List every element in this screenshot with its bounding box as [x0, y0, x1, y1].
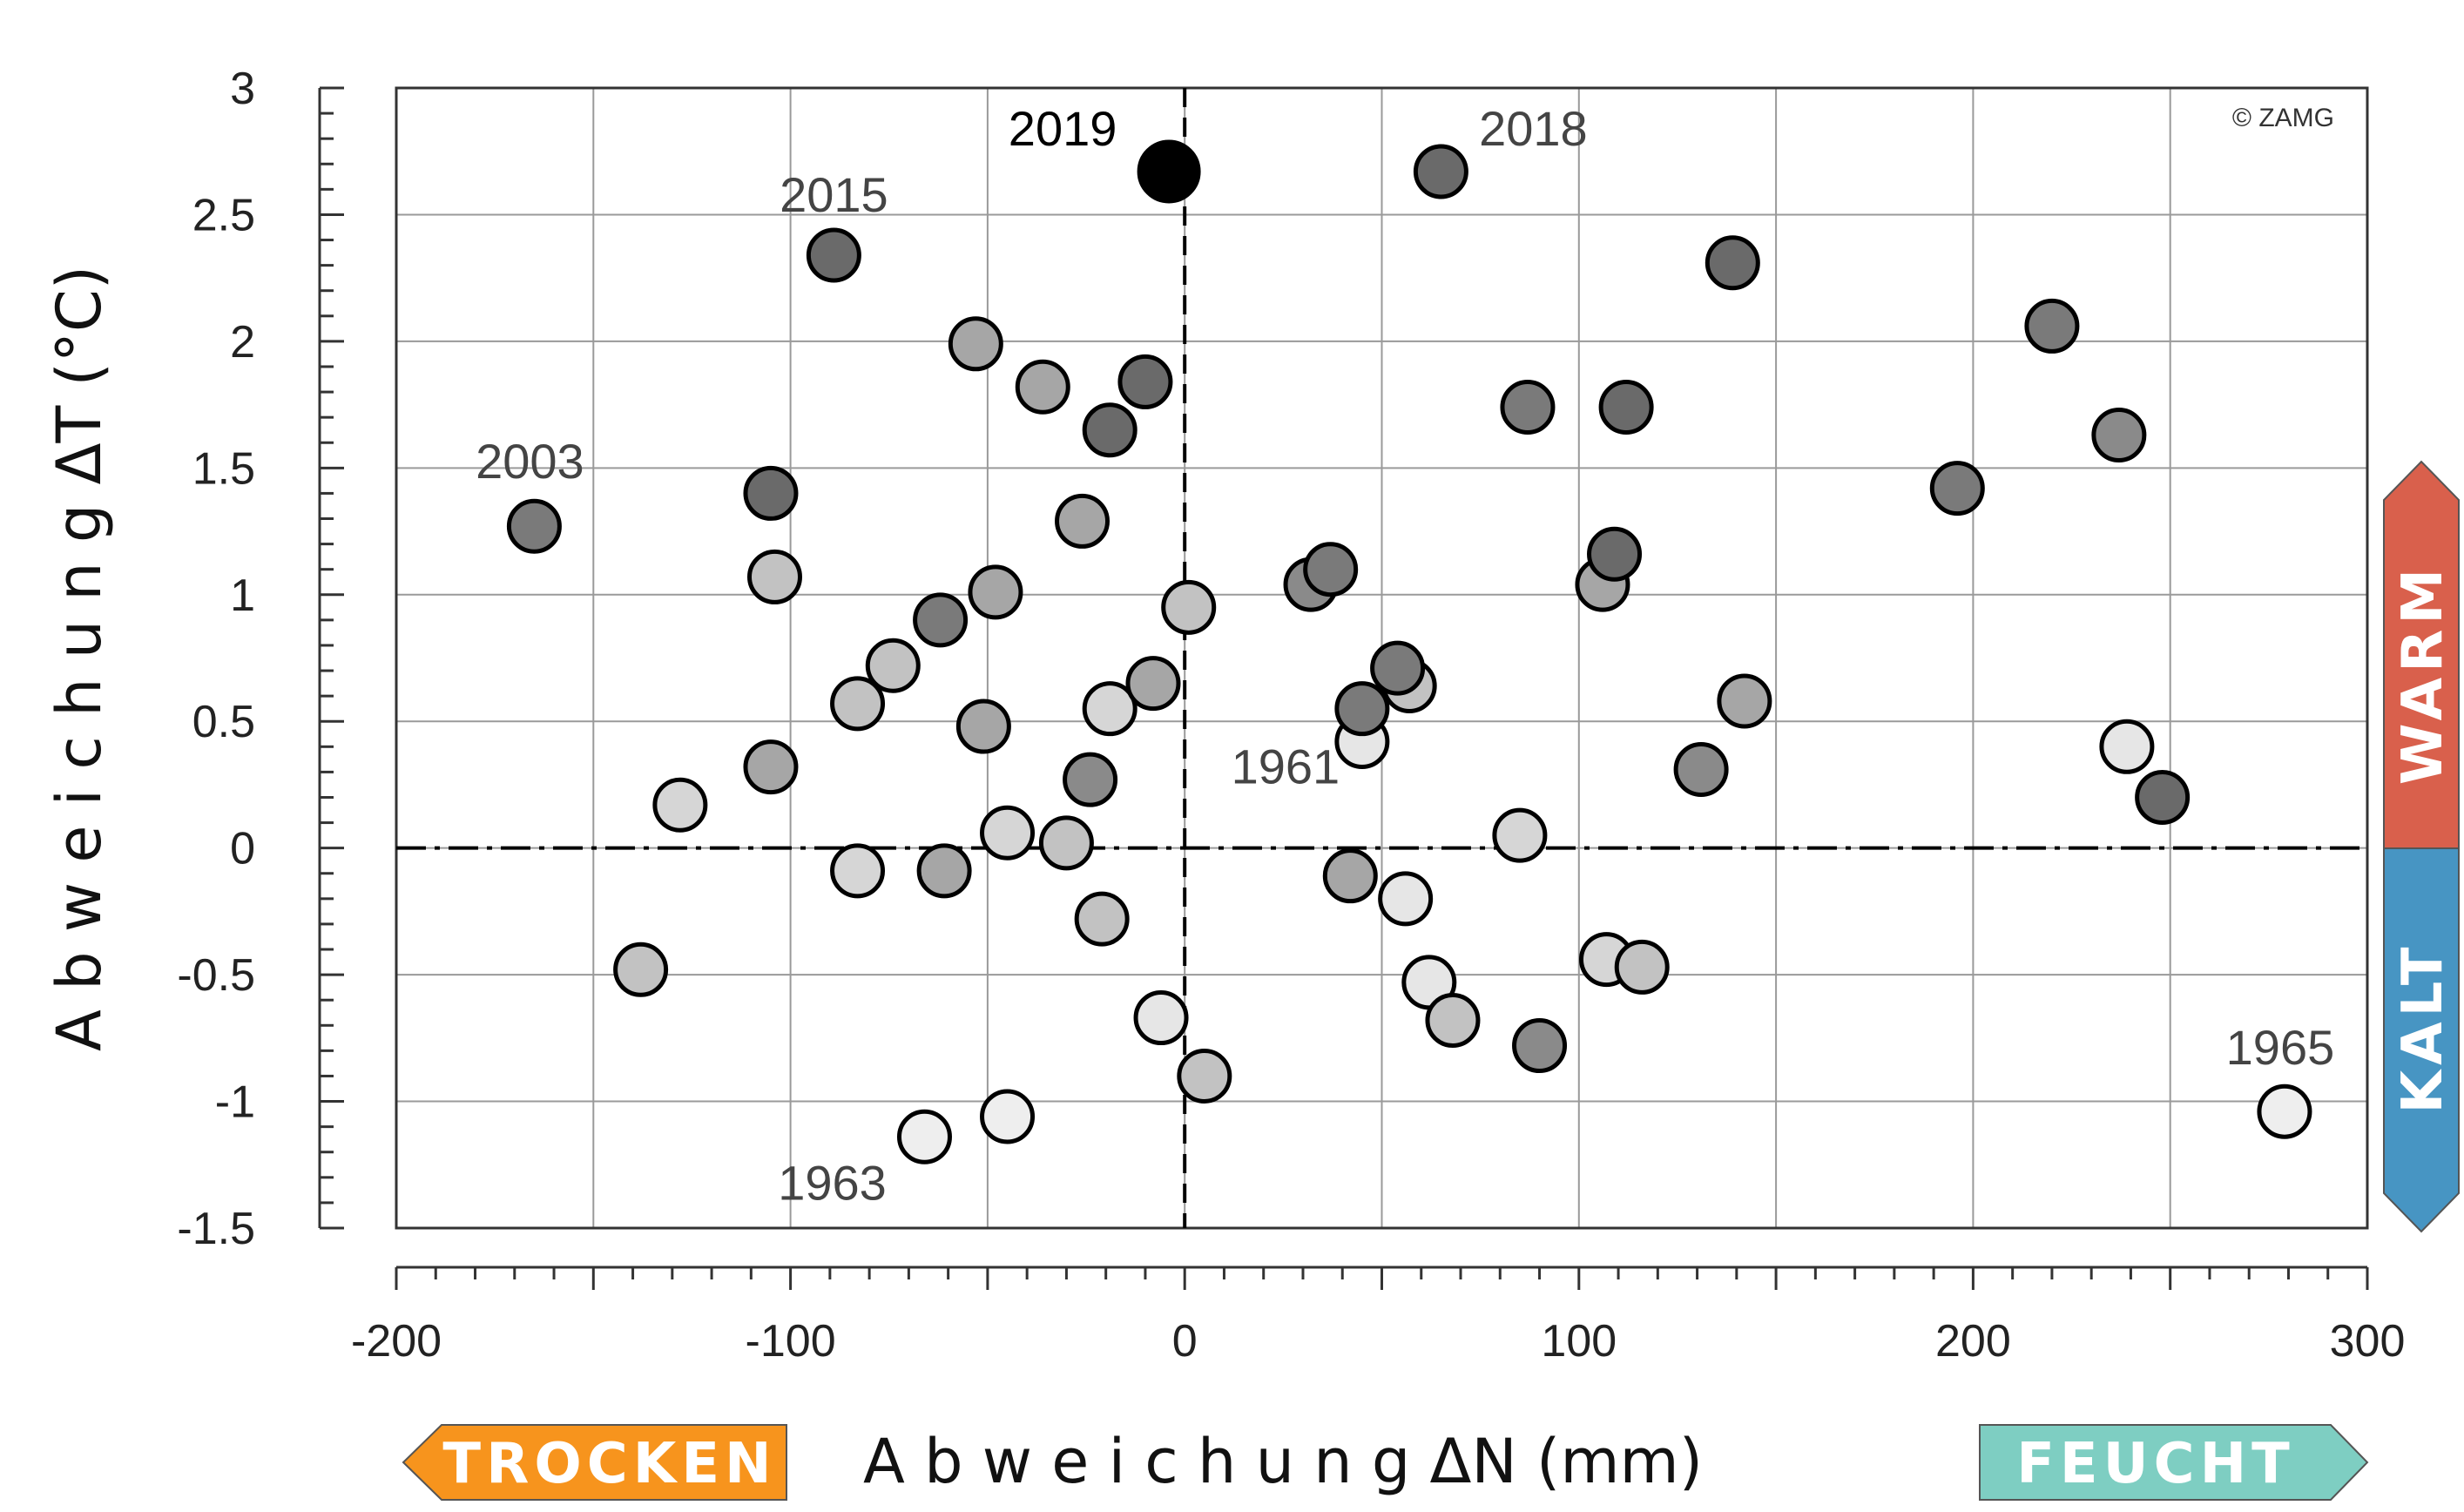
data-point [806, 227, 861, 283]
wet-indicator: FEUCHT [1979, 1424, 2369, 1501]
y-tick-label: -0.5 [177, 950, 255, 1001]
data-point [1378, 871, 1434, 927]
data-point [743, 739, 799, 795]
year-annotation: 2015 [780, 167, 888, 222]
data-point [2091, 408, 2147, 463]
year-annotation: 1961 [1232, 739, 1340, 793]
y-tick-label: 2.5 [192, 190, 255, 240]
data-point [1512, 1018, 1568, 1074]
data-point [1055, 493, 1110, 549]
x-tick-label: 100 [1541, 1316, 1617, 1367]
data-point [1177, 1048, 1232, 1104]
y-axis-label: A b w e i c h u n g ΔT (°C) [44, 266, 115, 1051]
dry-indicator: TROCKEN [402, 1424, 787, 1501]
data-point [2135, 769, 2191, 825]
year-annotation: 2003 [476, 434, 584, 489]
dry-label: TROCKEN [442, 1432, 776, 1496]
data-point [506, 498, 562, 554]
data-point [1063, 752, 1118, 807]
data-point [1929, 461, 1985, 516]
data-point [913, 592, 969, 648]
y-tick-label: 0 [230, 824, 255, 874]
x-tick-label: -200 [351, 1316, 442, 1367]
data-point-highlight [1137, 139, 1201, 204]
data-point [896, 1109, 952, 1164]
cold-label: KALT [2391, 942, 2455, 1114]
data-point [980, 805, 1036, 861]
data-point [968, 564, 1023, 620]
data-point [2257, 1083, 2312, 1139]
data-point [1303, 542, 1359, 597]
data-points [506, 139, 2312, 1164]
x-tick-label: 300 [2330, 1316, 2406, 1367]
data-point [2024, 298, 2080, 354]
data-point [613, 942, 669, 997]
y-tick-label: -1 [215, 1077, 255, 1128]
data-point [1673, 741, 1729, 797]
cold-arrow [2383, 847, 2460, 1233]
data-point [1705, 235, 1760, 291]
x-axis-label: A b w e i c h u n g ΔN (mm) [863, 1426, 1703, 1497]
warm-indicator: WARM [2383, 460, 2460, 849]
data-point [865, 638, 921, 693]
data-point [743, 465, 799, 521]
y-tick-label: 3 [230, 64, 255, 114]
data-point [652, 777, 708, 833]
data-point [1598, 380, 1654, 435]
y-tick-label: 2 [230, 317, 255, 368]
data-point [1322, 848, 1378, 904]
data-point [1413, 144, 1468, 199]
data-point [1587, 526, 1643, 582]
data-point [980, 1089, 1036, 1144]
chart-axes: -1.5 -1 -0.5 0 0.5 1 1.5 2 2.5 3 -200 -100 0 100 200 30… [177, 64, 2405, 1367]
data-point [746, 549, 802, 604]
data-point [830, 676, 886, 732]
wet-label: FEUCHT [2016, 1432, 2295, 1496]
warm-label: WARM [2391, 564, 2455, 785]
x-tick-label: 0 [1172, 1316, 1198, 1367]
data-point [1125, 656, 1181, 712]
data-point [1015, 359, 1070, 415]
data-point [916, 843, 972, 899]
year-annotation: 2019 [1009, 101, 1117, 156]
data-point [1082, 681, 1137, 737]
data-point [948, 316, 1003, 372]
x-tick-label: -100 [746, 1316, 836, 1367]
data-point [1370, 640, 1426, 696]
y-tick-label: -1.5 [177, 1204, 255, 1254]
data-point [1334, 681, 1390, 737]
data-point [1038, 815, 1094, 871]
plot-frame [395, 86, 2369, 1230]
wet-arrow [1979, 1424, 2369, 1501]
data-point [830, 843, 886, 899]
y-tick-label: 1 [230, 570, 255, 621]
data-point [1082, 402, 1137, 458]
data-point [1717, 673, 1772, 729]
data-point [1133, 990, 1189, 1046]
data-point [1425, 992, 1481, 1048]
y-tick-label: 0.5 [192, 697, 255, 747]
dry-arrow [402, 1424, 787, 1501]
reference-lines [396, 88, 2367, 1228]
data-point [1074, 891, 1130, 947]
year-annotation: 1963 [778, 1155, 887, 1210]
data-point [1492, 807, 1548, 863]
copyright-label: © ZAMG [2232, 104, 2334, 132]
data-point [1614, 939, 1670, 995]
annotations: 2019 2018 2015 2003 1961 1963 1965 [476, 101, 2334, 1210]
data-point [955, 699, 1011, 754]
data-point [1117, 354, 1173, 409]
cold-indicator: KALT [2383, 847, 2460, 1233]
year-annotation: 1965 [2226, 1020, 2335, 1075]
data-point [2099, 719, 2155, 774]
y-tick-label: 1.5 [192, 443, 255, 494]
data-point [1500, 380, 1556, 435]
data-point [1161, 579, 1217, 635]
x-tick-label: 200 [1935, 1316, 2011, 1367]
year-annotation: 2018 [1479, 101, 1588, 156]
